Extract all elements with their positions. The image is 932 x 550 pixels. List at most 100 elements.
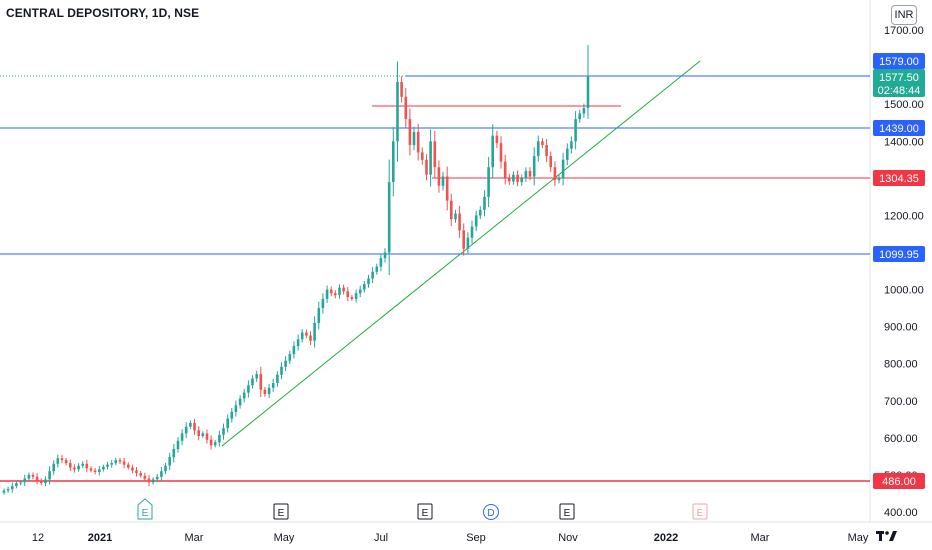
candle [450,193,453,226]
candle [400,76,403,103]
candle [197,426,200,441]
candle [85,459,89,473]
candle [168,452,171,471]
x-tick-label: Jul [374,532,388,544]
candle [305,329,308,339]
candle [2,488,6,495]
candle [313,316,316,348]
candle [271,378,275,392]
label-1439-text: 1439.00 [879,123,919,135]
candle [284,356,287,372]
candle [48,466,51,485]
earnings-marker[interactable]: E [417,503,433,520]
candle [462,223,465,256]
candle [574,111,577,150]
candle [491,124,494,179]
candle [288,350,292,365]
candle [296,334,300,351]
candle [35,473,39,485]
candle [81,461,84,469]
label-1439: 1439.00 [873,120,925,136]
candlestick-series [2,44,590,495]
event-marker-letter: E [142,508,149,519]
label-high-text: 1579.00 [879,56,919,68]
x-tick-label: 2021 [88,532,112,544]
candle [155,474,159,483]
candle [570,136,573,154]
x-tick-label: 12 [32,532,44,544]
candle [474,210,478,232]
candle [524,167,528,182]
y-tick-label: 1400.00 [884,136,924,148]
candle [346,287,350,302]
candle [317,301,321,330]
label-last-price: 1577.50 02:48:44 [873,69,925,97]
candle [40,478,43,486]
candle [358,285,362,298]
candle [421,147,424,165]
candle [537,135,540,162]
y-tick-label: 1200.00 [884,210,924,222]
candle [338,284,341,299]
label-1099: 1099.95 [873,246,925,262]
label-1304-text: 1304.35 [879,173,919,185]
candle [230,407,234,423]
candle [586,44,590,119]
candle [321,293,325,314]
ascending-trendline[interactable] [221,60,701,447]
candle [499,136,503,169]
candle [561,152,565,186]
candle [325,285,329,303]
candle [143,472,147,482]
candle [89,466,93,473]
candle [445,166,449,211]
candle [375,263,379,275]
y-tick-label: 900.00 [884,322,918,334]
candle [412,126,416,151]
candle [329,286,333,297]
x-tick-label: Nov [558,532,578,544]
candle [437,160,441,193]
candle [350,295,354,301]
candle [276,371,279,387]
label-high: 1579.00 [873,53,925,69]
x-tick-label: 2022 [654,532,678,544]
label-countdown-text: 02:48:44 [878,85,921,97]
earnings-marker[interactable]: E [559,503,575,520]
candle [392,127,395,197]
y-tick-label: 700.00 [884,396,918,408]
earnings-marker[interactable]: E [692,503,708,520]
candle [383,248,387,263]
x-tick-label: Mar [185,532,204,544]
candle [367,274,370,288]
candle [69,459,72,471]
candle [354,289,358,303]
candle [247,380,250,398]
earnings-marker[interactable]: E [273,503,289,520]
currency-button[interactable]: INR [891,5,917,25]
candle [44,476,47,487]
candle [151,477,155,485]
earnings-marker[interactable]: E [137,498,153,520]
candle [300,329,304,343]
candle [404,88,408,128]
dividend-marker[interactable]: D [483,504,499,520]
candle [416,123,420,161]
candle [189,420,192,430]
candle [508,173,511,186]
candle [110,460,113,468]
candle [541,138,544,149]
candle [242,388,246,403]
candle [454,209,457,223]
candle [309,331,312,345]
candle [226,414,229,433]
candle [408,108,412,156]
time-axis[interactable]: 12 2021 Mar May Jul Sep Nov 2022 Mar May [32,532,869,544]
price-axis[interactable]: 400.00500.00600.00700.00800.00900.001000… [884,25,924,519]
label-486-text: 486.00 [882,476,916,488]
candle [205,429,209,444]
candle [578,109,581,123]
event-marker-letter: D [487,508,494,519]
